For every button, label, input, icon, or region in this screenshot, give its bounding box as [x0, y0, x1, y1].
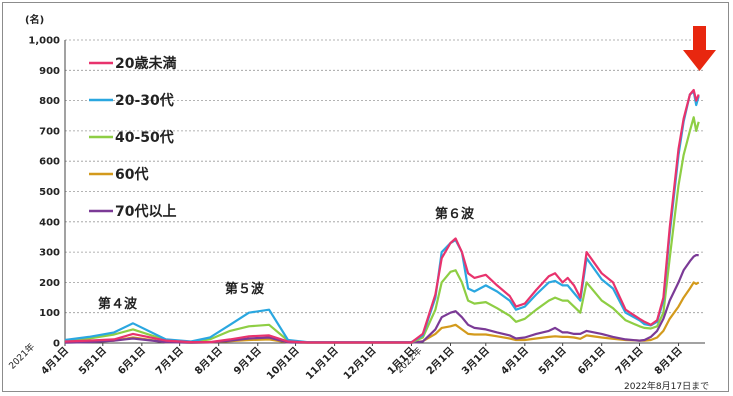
x-tick-label: 4月1日: [39, 345, 71, 377]
x-tick-label: 8月1日: [192, 345, 224, 377]
y-axis: 0 100 200 300 400 500 600 700 800 900 1,000: [28, 36, 60, 350]
wave-annotation: 第５波: [225, 281, 265, 297]
y-tick-label: 800: [39, 96, 60, 107]
y-tick-label: 100: [39, 308, 60, 319]
x-tick-label: 11月1日: [303, 345, 340, 382]
y-tick-label: 500: [39, 187, 60, 198]
legend-label: 60代: [115, 166, 148, 183]
x-tick-label: 3月1日: [459, 345, 491, 377]
legend-label: 20-30代: [115, 92, 174, 109]
x-tick-label: 7月1日: [613, 345, 645, 377]
x-year-label: 2021年: [6, 341, 37, 372]
x-tick-label: 8月1日: [652, 345, 684, 377]
series-line: [64, 254, 699, 344]
series-line: [64, 88, 700, 344]
legend-label: 40-50代: [115, 129, 174, 146]
x-axis: 4月1日 5月1日 6月1日 7月1日 8月1日 9月1日 10月1日 11月1日 12月1日 1…: [6, 341, 685, 382]
y-tick-label: 900: [39, 66, 60, 77]
x-tick-label: 5月1日: [536, 345, 568, 377]
x-tick-label: 12月1日: [341, 345, 378, 382]
x-tick-label: 9月1日: [231, 345, 263, 377]
x-tick-label: 4月1日: [498, 345, 530, 377]
y-tick-label: 400: [39, 217, 60, 228]
down-arrow-icon: [683, 26, 716, 71]
series-line: [64, 281, 700, 344]
legend: 20歳未満 20-30代 40-50代 60代 70代以上: [89, 55, 176, 220]
y-tick-label: 200: [39, 278, 60, 289]
wave-annotation: 第４波: [98, 296, 138, 312]
x-tick-label: 2月1日: [424, 345, 456, 377]
y-tick-label: 1,000: [28, 36, 60, 47]
chart-frame: 0 100 200 300 400 500 600 700 800 900 1,000 4月1日 5月…: [2, 2, 729, 392]
y-tick-label: 300: [39, 248, 60, 259]
x-tick-label: 6月1日: [575, 345, 607, 377]
y-tick-label: 0: [53, 339, 60, 350]
legend-label: 70代以上: [115, 203, 176, 220]
x-tick-label: 7月1日: [153, 345, 185, 377]
x-tick-label: 5月1日: [76, 345, 108, 377]
y-tick-label: 600: [39, 157, 60, 168]
footnote: 2022年8月17日まで: [624, 380, 709, 392]
wave-annotation: 第６波: [435, 206, 475, 222]
y-unit-label: (名): [25, 13, 44, 26]
y-tick-label: 700: [39, 126, 60, 137]
grid: [64, 39, 705, 344]
series-lines: [64, 88, 700, 344]
x-tick-label: 6月1日: [116, 345, 148, 377]
series-line: [64, 116, 700, 344]
annotations: 第４波 第５波 第６波: [98, 206, 475, 312]
x-tick-label: 10月1日: [264, 345, 301, 382]
legend-label: 20歳未満: [115, 55, 176, 72]
